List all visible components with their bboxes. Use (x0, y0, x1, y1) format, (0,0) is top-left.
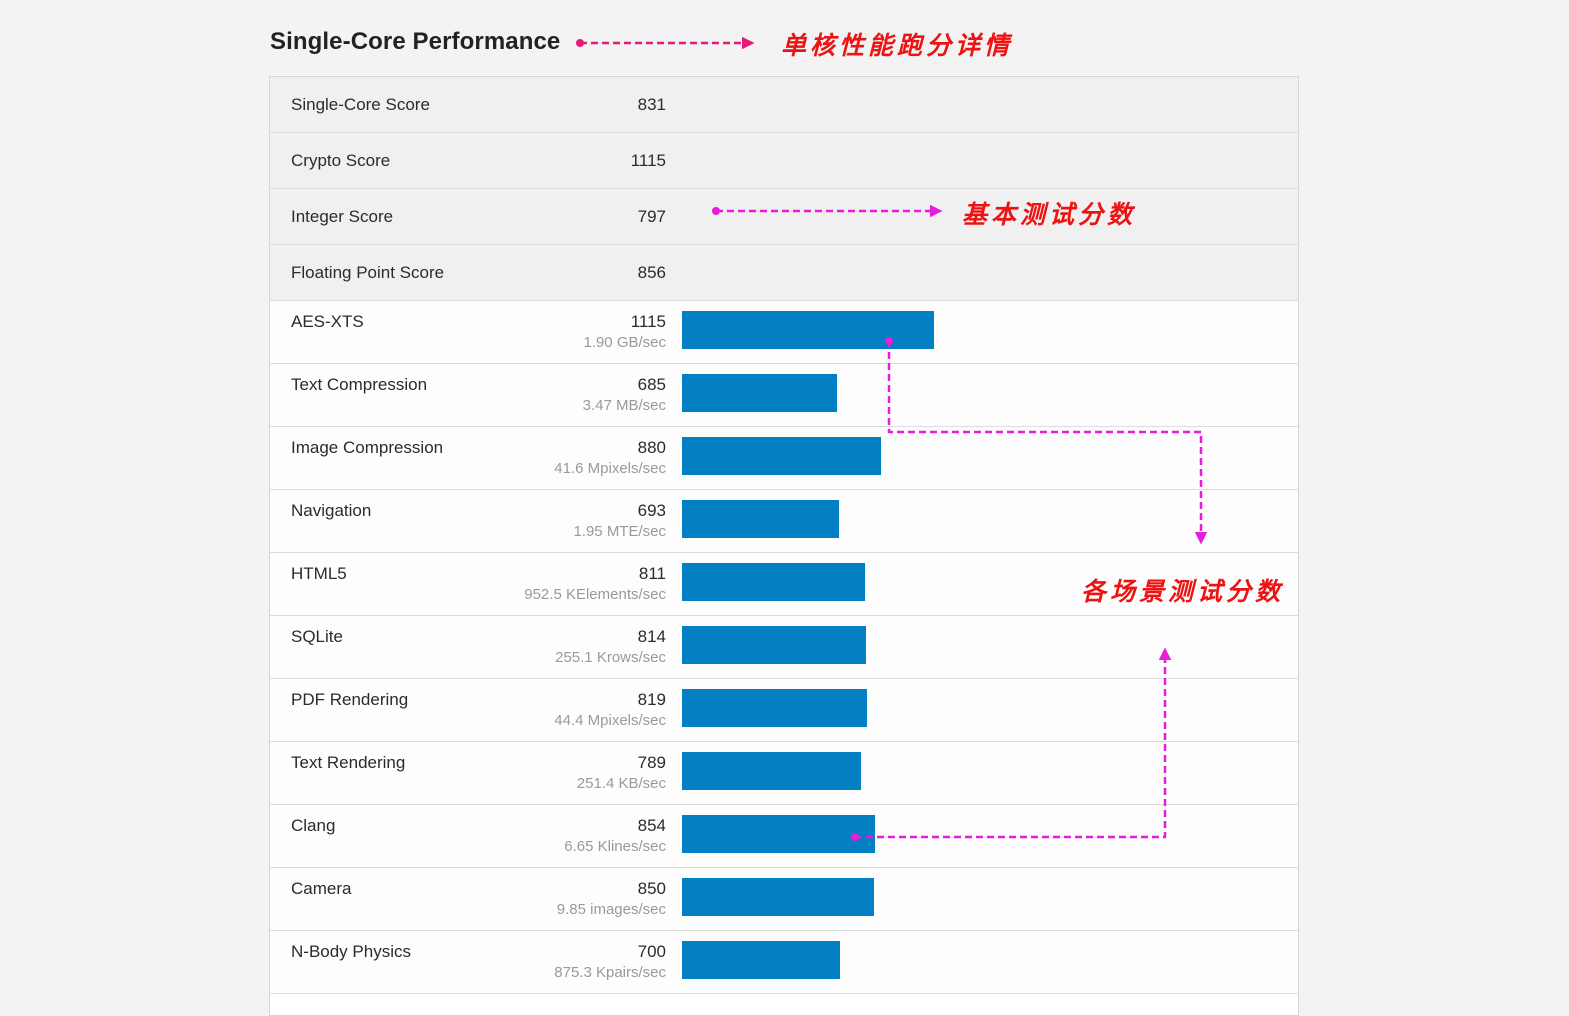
summary-score: 856 (637, 263, 666, 282)
benchmark-row: SQLite 814 255.1 Krows/sec (270, 616, 1298, 679)
benchmark-row: Navigation 693 1.95 MTE/sec (270, 490, 1298, 553)
summary-label: Single-Core Score (291, 95, 430, 114)
benchmark-name: Image Compression (291, 438, 444, 457)
summary-label: Crypto Score (291, 151, 391, 170)
summary-label: Integer Score (291, 207, 394, 226)
summary-score: 797 (637, 207, 666, 226)
benchmark-bar (682, 500, 839, 538)
benchmark-row: AES-XTS 1115 1.90 GB/sec (270, 301, 1298, 364)
benchmark-score: 880 (637, 438, 666, 457)
benchmark-score: 685 (637, 375, 666, 394)
benchmark-bar (682, 752, 861, 790)
benchmark-row: HTML5 811 952.5 KElements/sec (270, 553, 1298, 616)
benchmark-score: 854 (637, 816, 666, 835)
benchmark-name: SQLite (291, 627, 343, 646)
benchmark-score: 789 (637, 753, 666, 772)
basic-score-annotation: 基本测试分数 (962, 200, 1137, 229)
benchmark-rate: 251.4 KB/sec (576, 775, 666, 792)
benchmark-row: Text Rendering 789 251.4 KB/sec (270, 742, 1298, 805)
benchmark-name: HTML5 (291, 564, 347, 583)
benchmark-bar (682, 311, 934, 349)
benchmark-score: 814 (637, 627, 666, 646)
benchmark-name: Text Rendering (291, 753, 406, 772)
summary-row-single-core: Single-Core Score 831 (270, 77, 1298, 133)
benchmark-row: PDF Rendering 819 44.4 Mpixels/sec (270, 679, 1298, 742)
benchmark-score: 1115 (630, 312, 666, 331)
benchmark-rate: 255.1 Krows/sec (555, 649, 666, 666)
page-title: Single-Core Performance (270, 28, 561, 55)
benchmark-row: N-Body Physics 700 875.3 Kpairs/sec (270, 931, 1298, 994)
benchmark-rate: 1.95 MTE/sec (573, 523, 666, 540)
benchmark-row: Clang 854 6.65 Klines/sec (270, 805, 1298, 868)
benchmark-rate: 9.85 images/sec (556, 901, 666, 918)
benchmark-rate: 6.65 Klines/sec (564, 838, 666, 855)
benchmark-row: Camera 850 9.85 images/sec (270, 868, 1298, 931)
summary-row-floating-point: Floating Point Score 856 (270, 245, 1298, 301)
title-annotation: 单核性能跑分详情 (781, 31, 1014, 60)
benchmark-name: Text Compression (291, 375, 428, 394)
benchmark-bar (682, 815, 875, 853)
benchmark-row: Image Compression 880 41.6 Mpixels/sec (270, 427, 1298, 490)
summary-row-integer: Integer Score 797 (270, 189, 1298, 245)
benchmark-bar (682, 626, 866, 664)
benchmark-row: Text Compression 685 3.47 MB/sec (270, 364, 1298, 427)
benchmark-score: 811 (638, 564, 666, 583)
benchmark-score: 850 (637, 879, 666, 898)
benchmark-score: 819 (637, 690, 666, 709)
scenario-score-annotation: 各场景测试分数 (1081, 577, 1285, 606)
benchmark-bar (682, 374, 837, 412)
summary-score: 1115 (630, 151, 666, 170)
benchmark-rate: 3.47 MB/sec (582, 397, 666, 414)
benchmark-name: Navigation (291, 501, 372, 520)
benchmark-bar (682, 563, 865, 601)
benchmark-name: AES-XTS (291, 312, 364, 331)
benchmark-rate: 41.6 Mpixels/sec (554, 460, 666, 477)
benchmark-score: 693 (637, 501, 666, 520)
benchmark-rate: 1.90 GB/sec (583, 334, 666, 351)
benchmark-bar (682, 878, 874, 916)
benchmark-name: Clang (291, 816, 336, 835)
benchmark-rate: 44.4 Mpixels/sec (554, 712, 666, 729)
results-table: Single-Core Score 831 Crypto Score 1115 … (269, 76, 1299, 1016)
benchmark-rate: 875.3 Kpairs/sec (554, 964, 666, 981)
benchmark-bar (682, 437, 881, 475)
summary-row-crypto: Crypto Score 1115 (270, 133, 1298, 189)
benchmark-rate: 952.5 KElements/sec (524, 586, 666, 603)
benchmark-name: Camera (291, 879, 352, 898)
title-arrow (576, 36, 755, 50)
benchmark-name: N-Body Physics (291, 942, 411, 961)
summary-label: Floating Point Score (291, 263, 445, 282)
summary-score: 831 (637, 95, 666, 114)
benchmark-bar (682, 689, 867, 727)
benchmark-name: PDF Rendering (291, 690, 409, 709)
benchmark-bar (682, 941, 840, 979)
benchmark-score: 700 (637, 942, 666, 961)
